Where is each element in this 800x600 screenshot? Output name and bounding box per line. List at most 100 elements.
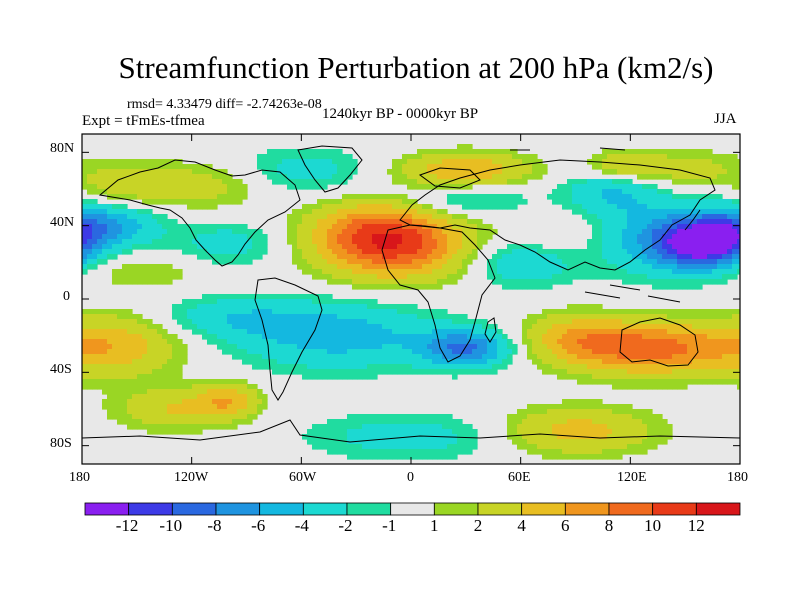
field-cell [417, 344, 423, 350]
field-cell [562, 339, 568, 345]
field-cell [432, 284, 438, 290]
field-cell [297, 309, 303, 315]
field-cell [707, 264, 713, 270]
field-cell [672, 269, 678, 275]
field-cell [687, 264, 693, 270]
field-cell [212, 299, 218, 305]
field-cell [512, 164, 518, 170]
field-cell [597, 164, 603, 170]
field-cell [707, 174, 713, 180]
field-cell [472, 329, 478, 335]
field-cell [192, 389, 198, 395]
field-cell [662, 254, 668, 260]
field-cell [632, 209, 638, 215]
field-cell [322, 184, 328, 190]
field-cell [537, 249, 543, 255]
field-cell [692, 364, 698, 370]
field-cell [82, 349, 88, 355]
field-cell [652, 249, 658, 255]
field-cell [347, 359, 353, 365]
field-cell [462, 319, 468, 325]
field-cell [82, 179, 88, 185]
field-cell [612, 309, 618, 315]
field-cell [722, 339, 728, 345]
field-cell [202, 324, 208, 330]
field-cell [462, 364, 468, 370]
field-cell [287, 224, 293, 230]
field-cell [152, 404, 158, 410]
field-cell [332, 304, 338, 310]
field-cell [737, 234, 740, 240]
field-cell [457, 319, 463, 325]
field-cell [102, 384, 108, 390]
field-cell [677, 384, 683, 390]
field-cell [372, 219, 378, 225]
field-cell [192, 249, 198, 255]
field-cell [617, 374, 623, 380]
field-cell [122, 194, 128, 200]
field-cell [412, 199, 418, 205]
field-cell [372, 259, 378, 265]
field-cell [552, 329, 558, 335]
field-cell [92, 374, 98, 380]
field-cell [597, 364, 603, 370]
field-cell [467, 364, 473, 370]
field-cell [167, 389, 173, 395]
field-cell [592, 304, 598, 310]
field-cell [472, 244, 478, 250]
field-cell [92, 359, 98, 365]
field-cell [717, 249, 723, 255]
field-cell [192, 409, 198, 415]
field-cell [612, 164, 618, 170]
field-cell [737, 259, 740, 265]
field-cell [587, 354, 593, 360]
field-cell [177, 194, 183, 200]
field-cell [232, 349, 238, 355]
field-cell [317, 214, 323, 220]
field-cell [402, 244, 408, 250]
field-cell [282, 154, 288, 160]
field-cell [127, 219, 133, 225]
field-cell [267, 149, 273, 155]
field-cell [337, 429, 343, 435]
field-cell [302, 339, 308, 345]
field-cell [307, 224, 313, 230]
field-cell [302, 214, 308, 220]
field-cell [327, 224, 333, 230]
field-cell [112, 159, 118, 165]
field-cell [222, 294, 228, 300]
field-cell [602, 259, 608, 265]
field-cell [642, 414, 648, 420]
field-cell [247, 229, 253, 235]
field-cell [447, 369, 453, 375]
field-cell [147, 364, 153, 370]
field-cell [367, 279, 373, 285]
field-cell [562, 344, 568, 350]
field-cell [427, 354, 433, 360]
field-cell [322, 344, 328, 350]
field-cell [617, 324, 623, 330]
field-cell [647, 364, 653, 370]
field-cell [677, 354, 683, 360]
field-cell [392, 249, 398, 255]
field-cell [177, 304, 183, 310]
field-cell [702, 279, 708, 285]
field-cell [482, 354, 488, 360]
field-cell [617, 274, 623, 280]
field-cell [257, 344, 263, 350]
field-cell [117, 184, 123, 190]
field-cell [572, 309, 578, 315]
field-cell [682, 369, 688, 375]
field-cell [322, 159, 328, 165]
field-cell [232, 239, 238, 245]
field-cell [612, 209, 618, 215]
field-cell [287, 314, 293, 320]
field-cell [672, 309, 678, 315]
field-cell [562, 369, 568, 375]
field-cell [637, 249, 643, 255]
field-cell [322, 429, 328, 435]
field-cell [577, 344, 583, 350]
field-cell [652, 279, 658, 285]
field-cell [382, 224, 388, 230]
field-cell [162, 214, 168, 220]
